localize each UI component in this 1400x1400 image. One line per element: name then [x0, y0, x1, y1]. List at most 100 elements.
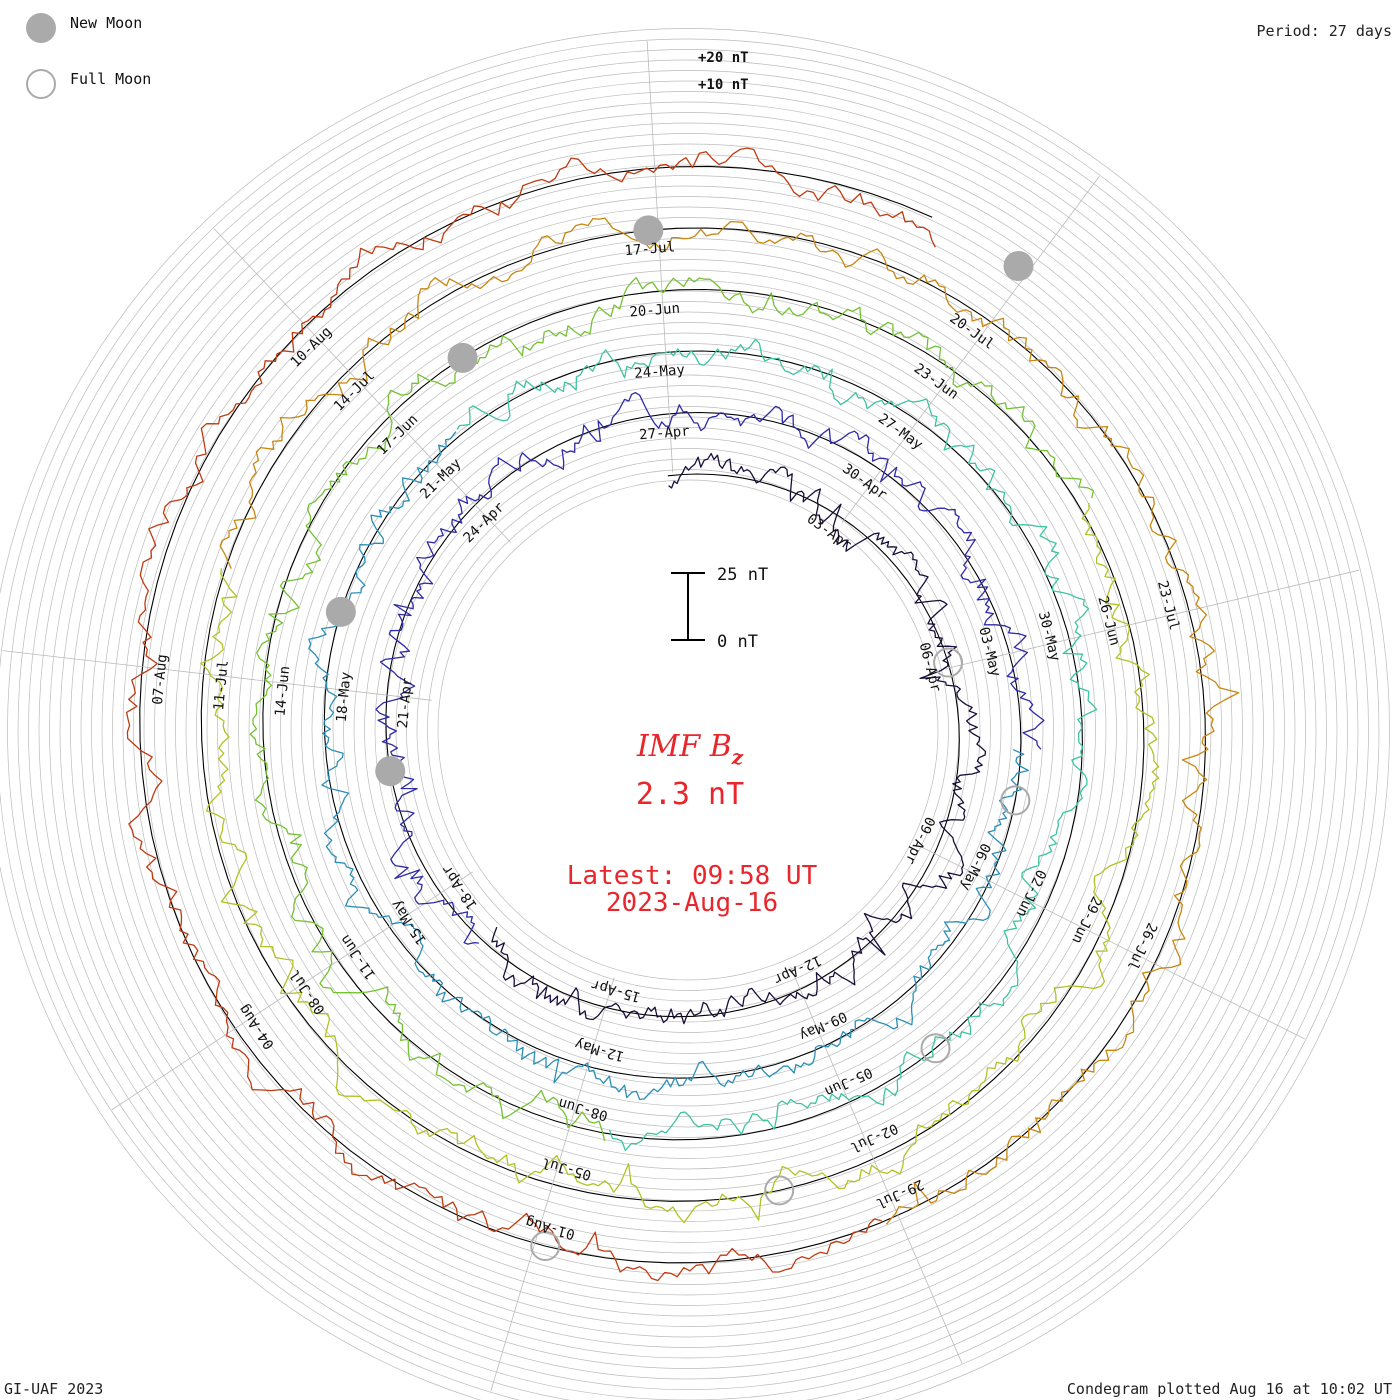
imf-bz-traces	[125, 147, 1240, 1282]
date-label: 30-May	[1035, 610, 1063, 663]
center-title-main: IMF B	[636, 729, 732, 764]
new-moon-marker	[447, 342, 478, 373]
day-spoke	[790, 966, 963, 1364]
reference-ring	[301, 343, 1075, 1117]
date-label: 21-May	[417, 455, 464, 502]
date-label: 17-Jul	[624, 239, 676, 259]
full-moon-legend-icon	[26, 69, 56, 99]
date-label: 21-Apr	[395, 677, 416, 729]
reference-ring	[437, 479, 939, 981]
reference-ring	[122, 164, 1254, 1296]
moon-markers	[325, 215, 1034, 1262]
date-label: 18-Apr	[439, 862, 481, 913]
reference-ring	[112, 154, 1264, 1306]
imf-trace-segment-3	[456, 338, 1098, 1152]
reference-ring	[101, 143, 1275, 1317]
date-label: 27-May	[875, 411, 925, 453]
reference-ring	[133, 175, 1243, 1285]
day-spoke	[918, 845, 1306, 1040]
date-label: 07-Aug	[150, 654, 171, 706]
reference-ring	[80, 122, 1296, 1338]
day-spoke	[490, 977, 615, 1392]
full-moon-marker	[920, 1033, 951, 1064]
date-label: 11-Jul	[211, 659, 232, 711]
reference-ring	[395, 437, 981, 1023]
full-moon-marker	[764, 1175, 795, 1206]
imf-trace-segment-6	[219, 217, 1240, 1225]
center-value: 2.3 nT	[636, 777, 744, 812]
period-label: Period: 27 days	[1256, 22, 1392, 40]
reference-ring	[164, 206, 1212, 1254]
moon-legend: New Moon Full Moon	[26, 13, 151, 99]
reference-ring	[322, 364, 1054, 1096]
date-label: 12-May	[573, 1035, 626, 1064]
date-label: 06-Apr	[916, 641, 944, 694]
zero-level-spiral	[139, 165, 1206, 1264]
new-moon-legend-icon	[26, 13, 56, 43]
date-label: 14-Jun	[272, 665, 293, 717]
center-title-subscript: z	[731, 745, 744, 769]
reference-ring	[0, 28, 1390, 1400]
reference-ring	[269, 311, 1107, 1149]
scale-bar-bottom-label: 0 nT	[717, 632, 758, 652]
full-moon-legend-label: Full Moon	[70, 70, 151, 88]
date-label: 17-Jun	[374, 412, 421, 459]
date-label: 30-Apr	[839, 461, 889, 503]
full-moon-marker	[933, 647, 964, 678]
date-label: 08-Jun	[557, 1095, 610, 1124]
reference-ring	[259, 301, 1117, 1159]
reference-ring	[17, 59, 1359, 1400]
reference-ring	[70, 112, 1306, 1348]
day-spoke	[2, 650, 432, 701]
new-moon-marker	[1003, 251, 1034, 282]
ring-label-plus10: +10 nT	[698, 77, 749, 93]
footer-plot-time: Condegram plotted Aug 16 at 10:02 UT	[1066, 1380, 1392, 1398]
scale-bar-top-label: 25 nT	[717, 565, 768, 585]
day-spoke	[841, 175, 1100, 524]
new-moon-legend-label: New Moon	[70, 14, 142, 32]
day-spoke	[213, 228, 512, 543]
date-label: 27-Apr	[639, 423, 691, 443]
date-label: 14-Jul	[331, 368, 378, 415]
center-title: IMF Bz	[636, 729, 744, 769]
day-spoke	[111, 871, 473, 1111]
reference-ring	[248, 290, 1128, 1170]
reference-ring	[332, 374, 1044, 1086]
date-label: 23-Jul	[1154, 579, 1182, 632]
reference-ring	[280, 322, 1096, 1138]
day-spoke	[938, 569, 1360, 671]
latest-time: Latest: 09:58 UT	[567, 861, 818, 891]
new-moon-marker	[325, 596, 356, 627]
reference-ring	[311, 353, 1065, 1107]
imf-trace-segment-7	[125, 147, 936, 1282]
reference-ring	[49, 91, 1327, 1369]
day-spoke	[646, 41, 674, 473]
imf-trace-segment-5	[200, 502, 1160, 1224]
full-moon-marker	[1000, 785, 1031, 816]
date-label: 10-Aug	[288, 324, 335, 371]
reference-ring	[0, 38, 1380, 1400]
reference-rings	[0, 28, 1390, 1400]
reference-ring	[206, 248, 1170, 1212]
new-moon-marker	[375, 756, 406, 787]
reference-ring	[385, 427, 991, 1033]
imf-trace-segment-4	[249, 277, 1095, 1142]
reference-ring	[38, 80, 1338, 1380]
reference-ring	[154, 196, 1222, 1264]
ring-label-plus20: +20 nT	[698, 50, 749, 66]
reference-ring	[364, 406, 1012, 1054]
reference-ring	[59, 101, 1317, 1359]
date-label: 03-May	[975, 625, 1003, 678]
date-label: 05-Jul	[540, 1154, 593, 1183]
reference-ring	[374, 416, 1002, 1044]
reference-ring	[175, 217, 1201, 1243]
radial-day-spokes	[2, 41, 1360, 1392]
reference-ring	[28, 70, 1348, 1390]
imf-trace-segment-0	[491, 452, 987, 1025]
reference-ring	[290, 332, 1086, 1128]
full-moon-marker	[530, 1231, 561, 1262]
reference-ring	[91, 133, 1285, 1327]
date-label: 24-May	[634, 362, 686, 382]
center-readout: IMF Bz 2.3 nT Latest: 09:58 UT 2023-Aug-…	[567, 729, 818, 918]
